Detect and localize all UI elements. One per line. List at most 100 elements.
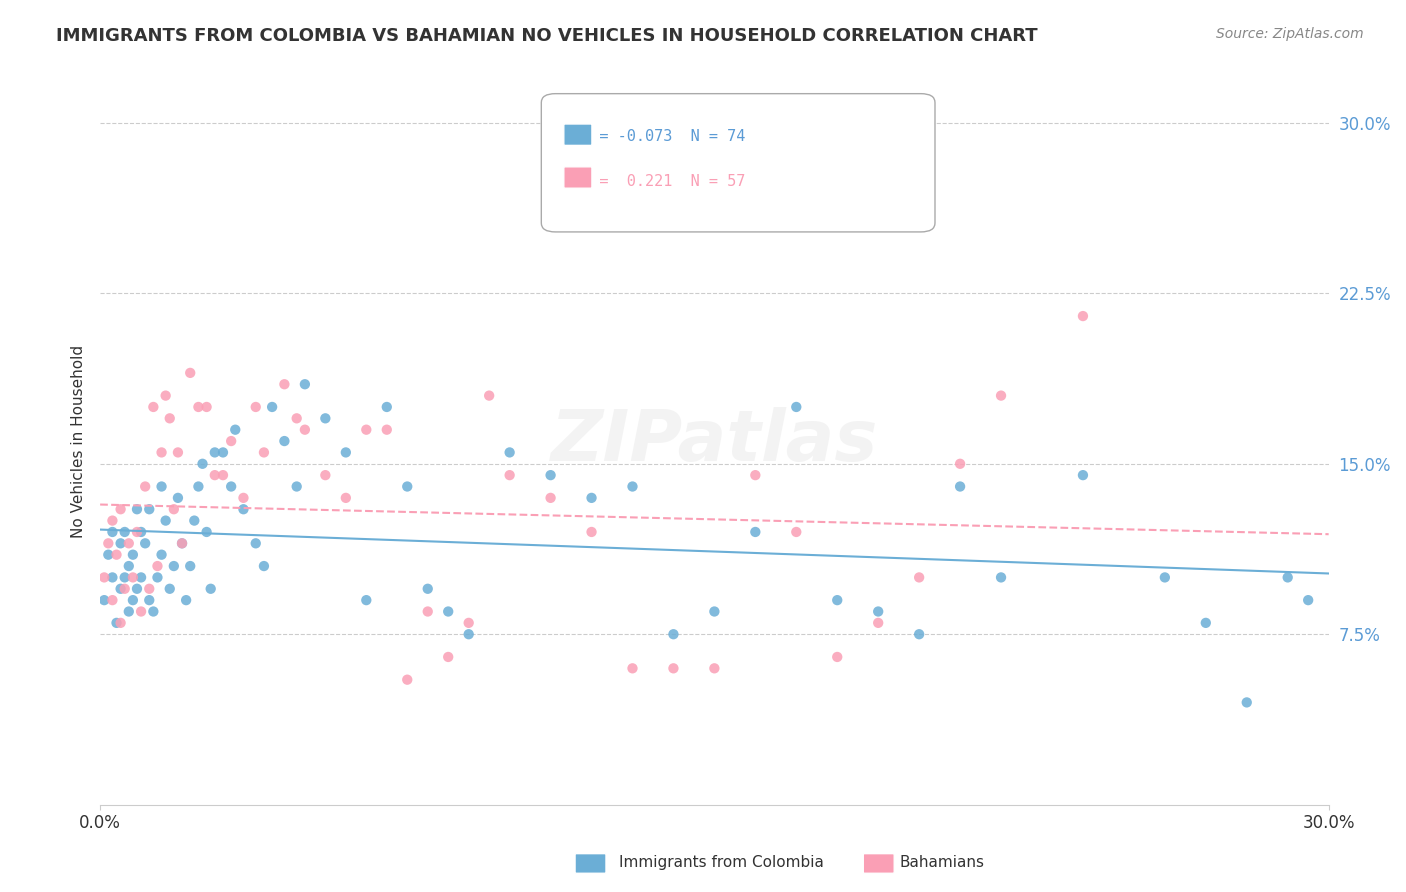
Point [142, 605, 165, 619]
Point [744, 524, 766, 539]
Point [105, 548, 128, 562]
Point [138, 582, 160, 596]
Point [101, 524, 124, 539]
Point [1153, 570, 1175, 584]
Point [662, 661, 685, 675]
Point [101, 593, 124, 607]
Point [129, 605, 152, 619]
Point [195, 400, 218, 414]
Point [183, 514, 205, 528]
Point [457, 627, 479, 641]
Text: ZIPatlas: ZIPatlas [551, 407, 879, 475]
Point [703, 661, 725, 675]
Point [868, 615, 890, 630]
Point [1277, 570, 1299, 584]
Point [540, 491, 562, 505]
Point [253, 559, 276, 574]
Point [908, 570, 931, 584]
Point [105, 615, 128, 630]
Point [273, 434, 295, 448]
Point [179, 366, 201, 380]
Point [195, 524, 218, 539]
Point [314, 468, 336, 483]
Point [110, 615, 132, 630]
Point [285, 411, 308, 425]
Point [621, 479, 644, 493]
Point [114, 570, 136, 584]
Point [540, 468, 562, 483]
Point [101, 570, 124, 584]
Point [150, 548, 173, 562]
Point [416, 582, 439, 596]
Point [159, 411, 181, 425]
Point [179, 559, 201, 574]
Point [219, 479, 242, 493]
Point [478, 389, 501, 403]
Point [212, 445, 235, 459]
Point [273, 377, 295, 392]
Point [167, 491, 190, 505]
Point [118, 559, 141, 574]
Point [375, 423, 398, 437]
Point [416, 605, 439, 619]
Point [581, 491, 603, 505]
Point [253, 445, 276, 459]
Point [232, 502, 254, 516]
Point [314, 411, 336, 425]
Point [114, 582, 136, 596]
Point [97, 536, 120, 550]
Point [150, 445, 173, 459]
Point [118, 536, 141, 550]
Point [1071, 468, 1094, 483]
Point [129, 524, 152, 539]
Point [294, 377, 316, 392]
Point [908, 627, 931, 641]
Point [163, 559, 186, 574]
Point [949, 479, 972, 493]
Point [219, 434, 242, 448]
Point [285, 479, 308, 493]
Text: Source: ZipAtlas.com: Source: ZipAtlas.com [1216, 27, 1364, 41]
Point [396, 673, 419, 687]
Point [122, 593, 145, 607]
Point [990, 570, 1012, 584]
Point [163, 502, 186, 516]
Point [396, 479, 419, 493]
Point [581, 524, 603, 539]
Point [375, 400, 398, 414]
Point [825, 593, 848, 607]
Point [155, 389, 177, 403]
Point [118, 605, 141, 619]
Text: Immigrants from Colombia: Immigrants from Colombia [619, 855, 824, 870]
Point [1071, 309, 1094, 323]
Point [437, 649, 460, 664]
Point [744, 468, 766, 483]
Point [159, 582, 181, 596]
Point [245, 536, 267, 550]
Point [785, 400, 807, 414]
Point [1296, 593, 1319, 607]
Point [262, 400, 284, 414]
Point [224, 423, 246, 437]
Point [245, 400, 267, 414]
Point [294, 423, 316, 437]
Point [335, 445, 357, 459]
Point [93, 593, 115, 607]
Point [437, 605, 460, 619]
Point [335, 491, 357, 505]
Y-axis label: No Vehicles in Household: No Vehicles in Household [72, 344, 86, 538]
Point [498, 445, 520, 459]
Point [122, 548, 145, 562]
Point [174, 593, 197, 607]
Point [167, 445, 190, 459]
Point [125, 582, 148, 596]
Point [150, 479, 173, 493]
Point [1195, 615, 1218, 630]
Point [204, 445, 226, 459]
Point [138, 593, 160, 607]
Point [868, 605, 890, 619]
Point [146, 559, 169, 574]
Point [146, 570, 169, 584]
Point [621, 661, 644, 675]
Point [122, 570, 145, 584]
